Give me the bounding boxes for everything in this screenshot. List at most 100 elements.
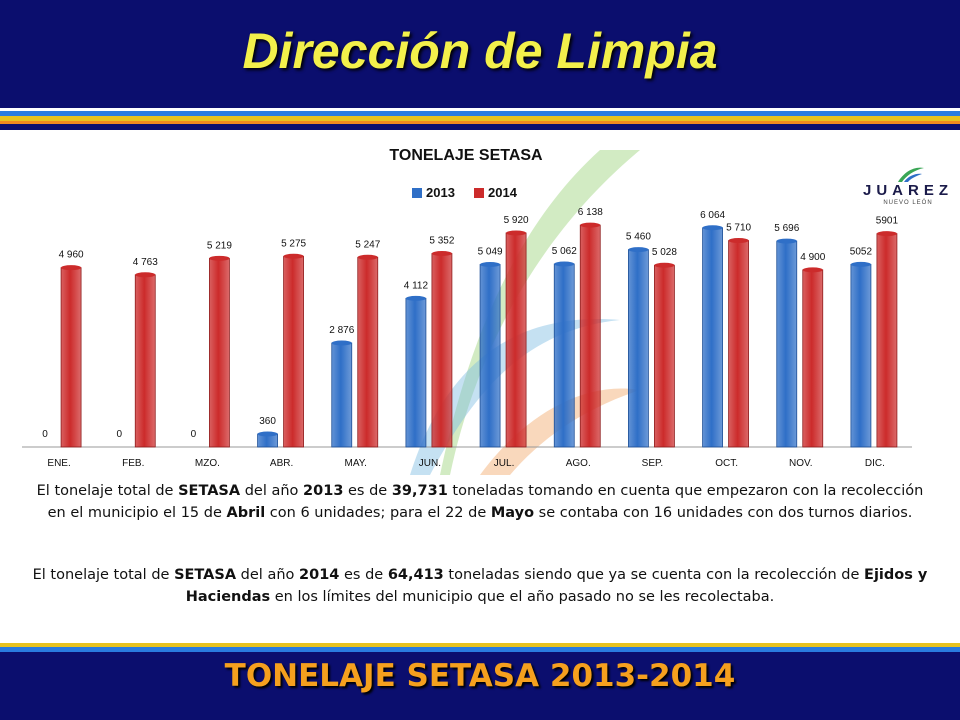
data-label-2013-0: 0 <box>42 429 48 440</box>
paragraph-2013: El tonelaje total de SETASA del año 2013… <box>28 480 932 524</box>
bar-2013-8 <box>628 249 649 448</box>
bar-2014-0 <box>60 267 82 448</box>
data-label-2014-6: 5 920 <box>504 215 529 226</box>
paragraph-text-run: es de <box>343 483 392 499</box>
bar-cap-2013-3 <box>257 431 278 437</box>
legend-label-2014: 2014 <box>488 185 518 200</box>
x-tick-label: AGO. <box>566 458 591 469</box>
paragraph-text-run: SETASA <box>178 483 241 499</box>
bar-cap-2013-4 <box>331 340 352 346</box>
x-tick-label: FEB. <box>122 458 144 469</box>
bar-2013-9 <box>702 227 723 448</box>
data-label-2014-3: 5 275 <box>281 238 306 249</box>
data-label-2014-2: 5 219 <box>207 240 232 251</box>
bar-2014-5 <box>431 253 453 448</box>
header-stripe-white <box>0 108 960 111</box>
legend-swatch-2014 <box>474 188 484 198</box>
x-tick-label: NOV. <box>789 458 813 469</box>
paragraph-text-run: SETASA <box>174 567 237 583</box>
paragraph-text-run: Mayo <box>490 505 535 521</box>
bar-2014-6 <box>505 232 527 448</box>
paragraph-text-run: en los límites del municipio que el año … <box>270 589 775 605</box>
bar-cap-2014-6 <box>506 230 527 236</box>
chart-legend: 2013 2014 <box>412 185 518 200</box>
data-label-2013-2: 0 <box>191 429 197 440</box>
paragraph-text-run: del año <box>236 567 300 583</box>
bar-cap-2014-0 <box>61 265 82 271</box>
paragraph-text-run: es de <box>339 567 388 583</box>
header-stripe-blue <box>0 111 960 116</box>
logo-subtitle: NUEVO LEÓN <box>883 200 933 206</box>
paragraph-text-run: El tonelaje total de <box>36 483 179 499</box>
bar-2013-10 <box>776 240 798 448</box>
bar-2013-5 <box>405 297 427 448</box>
bar-cap-2013-6 <box>480 261 501 267</box>
bar-cap-2014-1 <box>135 272 156 278</box>
x-tick-label: MAY. <box>345 458 367 469</box>
slide-title: Dirección de Limpia <box>242 23 718 79</box>
data-label-2013-5: 4 112 <box>404 280 429 291</box>
x-tick-label: MZO. <box>195 458 220 469</box>
plot-area: 0 4 960 ENE. 0 4 763 FEB. 0 5 219 MZO. 360 5 275 AB… <box>22 207 912 469</box>
header-stripe-navy <box>0 124 960 130</box>
data-label-2014-11: 5901 <box>876 216 899 227</box>
paragraph-text-run: Abril <box>226 505 266 521</box>
bar-2014-9 <box>728 240 749 448</box>
bar-2013-4 <box>331 342 353 448</box>
data-label-2013-9: 6 064 <box>700 210 725 221</box>
bar-2013-7 <box>553 263 575 448</box>
bar-2014-1 <box>134 274 156 448</box>
paragraph-text-run: con 6 unidades; para el 22 de <box>265 505 491 521</box>
header-stripe-orange <box>0 121 960 124</box>
bar-2014-8 <box>654 264 675 448</box>
footer-band <box>0 652 960 720</box>
bar-cap-2014-7 <box>580 222 601 228</box>
data-label-2014-1: 4 763 <box>133 257 158 268</box>
bar-2013-6 <box>479 264 501 448</box>
data-label-2013-8: 5 460 <box>626 232 651 243</box>
bar-2014-11 <box>876 233 898 448</box>
bar-cap-2013-5 <box>405 295 426 301</box>
bar-2013-11 <box>850 263 872 448</box>
paragraph-text-run: El tonelaje total de <box>32 567 175 583</box>
x-tick-label: SEP. <box>642 458 664 469</box>
data-label-2013-7: 5 062 <box>552 246 577 257</box>
paragraph-text-run: 2013 <box>303 483 344 499</box>
x-tick-label: ABR. <box>270 458 293 469</box>
footer-stripe-yellow <box>0 643 960 647</box>
bar-cap-2014-3 <box>283 253 304 259</box>
legend-swatch-2013 <box>412 188 422 198</box>
bar-2014-3 <box>283 255 304 448</box>
paragraph-text-run: 39,731 <box>391 483 448 499</box>
header-stripe-yellow <box>0 116 960 121</box>
data-label-2013-1: 0 <box>116 429 122 440</box>
data-label-2014-7: 6 138 <box>578 207 603 218</box>
bar-cap-2014-2 <box>209 255 230 261</box>
paragraph-text-run: 64,413 <box>387 567 444 583</box>
data-label-2014-8: 5 028 <box>652 247 677 258</box>
bar-cap-2014-9 <box>728 238 749 244</box>
x-tick-label: OCT. <box>715 458 738 469</box>
bar-cap-2013-10 <box>776 238 797 244</box>
data-label-2013-4: 2 876 <box>329 325 354 336</box>
x-tick-label: ENE. <box>47 458 70 469</box>
header-band <box>0 0 960 108</box>
x-tick-label: JUL. <box>494 458 515 469</box>
data-label-2014-10: 4 900 <box>800 252 825 263</box>
paragraph-text-run: Ejidos y Haciendas <box>185 567 928 605</box>
juarez-logo: JUAREZ NUEVO LEÓN <box>860 167 956 216</box>
bar-cap-2014-4 <box>357 254 378 260</box>
legend-label-2013: 2013 <box>426 185 455 200</box>
bar-2014-10 <box>802 269 824 448</box>
data-label-2014-4: 5 247 <box>355 239 380 250</box>
paragraph-text-run: toneladas tomando en cuenta que empezaro… <box>47 483 924 521</box>
bar-cap-2014-11 <box>876 231 897 237</box>
bar-cap-2013-7 <box>554 261 575 267</box>
data-label-2013-10: 5 696 <box>774 223 799 234</box>
bar-cap-2013-11 <box>850 261 871 267</box>
data-label-2014-5: 5 352 <box>429 236 454 247</box>
paragraph-text-run: del año <box>240 483 304 499</box>
bar-2014-2 <box>209 257 230 448</box>
logo-mark-icon <box>898 167 924 182</box>
chart-title: TONELAJE SETASA <box>389 147 543 164</box>
